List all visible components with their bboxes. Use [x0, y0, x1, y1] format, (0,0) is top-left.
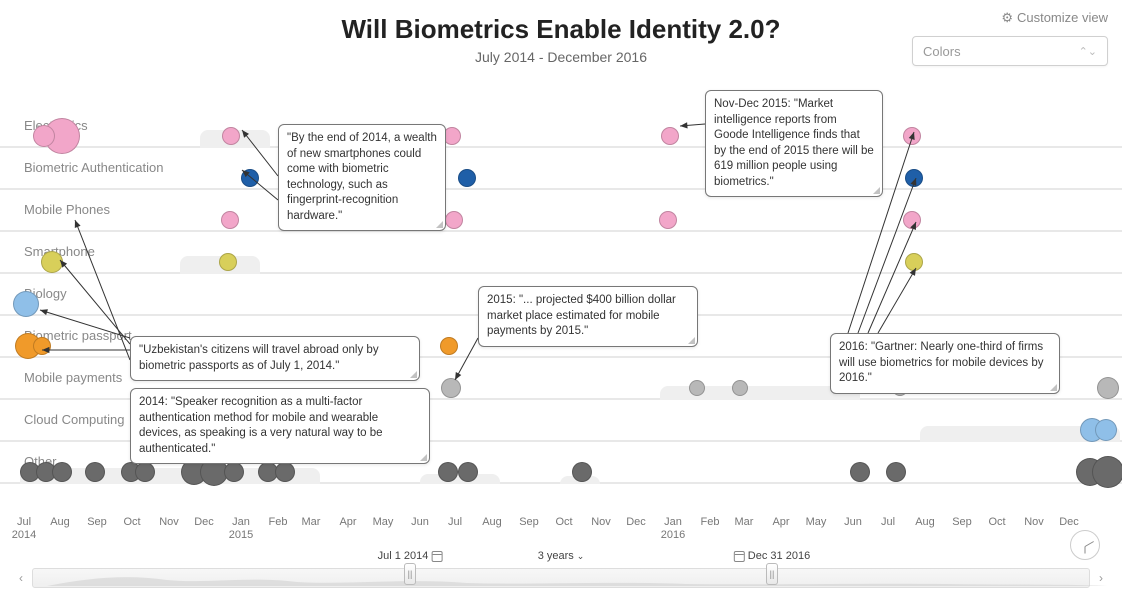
mini-date-left: Jul 1 2014: [378, 550, 443, 562]
calendar-icon[interactable]: [431, 551, 442, 562]
data-point[interactable]: [689, 380, 705, 396]
customize-view-label: Customize view: [1017, 10, 1108, 25]
x-tick: Nov: [159, 516, 179, 529]
data-point[interactable]: [441, 378, 461, 398]
data-point[interactable]: [241, 169, 259, 187]
gear-icon: ⚙: [1001, 10, 1013, 25]
row-label: Mobile payments: [24, 370, 122, 385]
data-point[interactable]: [458, 169, 476, 187]
x-tick: May: [373, 516, 394, 529]
customize-view-button[interactable]: ⚙ Customize view: [1001, 10, 1108, 26]
data-point[interactable]: [224, 462, 244, 482]
x-tick: Feb: [701, 516, 720, 529]
row-label: Mobile Phones: [24, 202, 110, 217]
row-smartphone: Smartphone: [0, 232, 1122, 274]
callout[interactable]: "By the end of 2014, a wealth of new sma…: [278, 124, 446, 231]
x-tick: Oct: [123, 516, 140, 529]
data-point[interactable]: [905, 253, 923, 271]
x-tick: Jan2015: [229, 516, 253, 542]
data-point[interactable]: [440, 337, 458, 355]
callout[interactable]: Nov-Dec 2015: "Market intelligence repor…: [705, 90, 883, 197]
x-tick: Sep: [952, 516, 972, 529]
data-point[interactable]: [1092, 456, 1122, 488]
row-label: Biometric Authentication: [24, 160, 163, 175]
data-point[interactable]: [1097, 377, 1119, 399]
mini-range-label[interactable]: 3 years ⌄: [538, 550, 585, 562]
colors-dropdown-label: Colors: [923, 44, 961, 59]
x-axis: Jul2014 Aug Sep Oct Nov Dec Jan2015 Feb Mar Apr Ma…: [0, 516, 1122, 550]
data-point[interactable]: [52, 462, 72, 482]
mini-handle-right[interactable]: ||: [766, 563, 778, 585]
callout[interactable]: "Uzbekistan's citizens will travel abroa…: [130, 336, 420, 381]
callout[interactable]: 2016: "Gartner: Nearly one-third of firm…: [830, 333, 1060, 394]
x-tick: Apr: [339, 516, 356, 529]
x-tick: Sep: [87, 516, 107, 529]
row-label: Cloud Computing: [24, 412, 124, 427]
data-point[interactable]: [903, 127, 921, 145]
row-biometric_auth: Biometric Authentication: [0, 148, 1122, 190]
x-tick: Jun: [411, 516, 429, 529]
x-tick: Sep: [519, 516, 539, 529]
mini-wave: [47, 572, 1107, 586]
data-point[interactable]: [732, 380, 748, 396]
data-point[interactable]: [221, 211, 239, 229]
x-tick: Feb: [269, 516, 288, 529]
x-tick: Aug: [482, 516, 502, 529]
mini-handle-left[interactable]: ||: [404, 563, 416, 585]
x-tick: Jul2014: [12, 516, 36, 542]
x-tick: Apr: [772, 516, 789, 529]
mini-timeline[interactable]: ‹ › Jul 1 2014 Dec 31 2016 3 years ⌄ || …: [18, 564, 1104, 592]
mini-scroll-left[interactable]: ‹: [14, 568, 28, 588]
x-tick: Mar: [302, 516, 321, 529]
x-tick: Jul: [881, 516, 895, 529]
data-point[interactable]: [661, 127, 679, 145]
data-point[interactable]: [572, 462, 592, 482]
data-point[interactable]: [905, 169, 923, 187]
x-tick: Aug: [50, 516, 70, 529]
x-tick: Jul: [448, 516, 462, 529]
x-tick: Oct: [555, 516, 572, 529]
x-tick: Dec: [1059, 516, 1079, 529]
data-point[interactable]: [135, 462, 155, 482]
data-point[interactable]: [33, 125, 55, 147]
clock-icon[interactable]: [1070, 530, 1100, 560]
data-point[interactable]: [438, 462, 458, 482]
mini-track[interactable]: [32, 568, 1090, 588]
mini-date-right: Dec 31 2016: [734, 550, 810, 562]
calendar-icon[interactable]: [734, 551, 745, 562]
data-point[interactable]: [445, 211, 463, 229]
data-point[interactable]: [903, 211, 921, 229]
data-point[interactable]: [458, 462, 478, 482]
data-point[interactable]: [659, 211, 677, 229]
data-point[interactable]: [886, 462, 906, 482]
callout[interactable]: 2015: "... projected $400 billion dollar…: [478, 286, 698, 347]
data-point[interactable]: [13, 291, 39, 317]
colors-dropdown[interactable]: Colors ⌃⌄: [912, 36, 1108, 66]
data-point[interactable]: [1095, 419, 1117, 441]
callout[interactable]: 2014: "Speaker recognition as a multi-fa…: [130, 388, 430, 464]
data-point[interactable]: [275, 462, 295, 482]
data-point[interactable]: [850, 462, 870, 482]
data-point[interactable]: [33, 337, 51, 355]
x-tick: Nov: [1024, 516, 1044, 529]
data-point[interactable]: [41, 251, 63, 273]
x-tick: Nov: [591, 516, 611, 529]
chevron-updown-icon: ⌃⌄: [1079, 45, 1097, 58]
x-tick: May: [806, 516, 827, 529]
x-tick: Jan2016: [661, 516, 685, 542]
x-tick: Aug: [915, 516, 935, 529]
data-point[interactable]: [219, 253, 237, 271]
x-tick: Dec: [626, 516, 646, 529]
row-electronics: Electronics: [0, 106, 1122, 148]
row-mobile_phones: Mobile Phones: [0, 190, 1122, 232]
x-tick: Jun: [844, 516, 862, 529]
data-point[interactable]: [222, 127, 240, 145]
x-tick: Dec: [194, 516, 214, 529]
x-tick: Mar: [735, 516, 754, 529]
data-point[interactable]: [85, 462, 105, 482]
x-tick: Oct: [988, 516, 1005, 529]
chevron-down-icon: ⌄: [577, 551, 585, 562]
